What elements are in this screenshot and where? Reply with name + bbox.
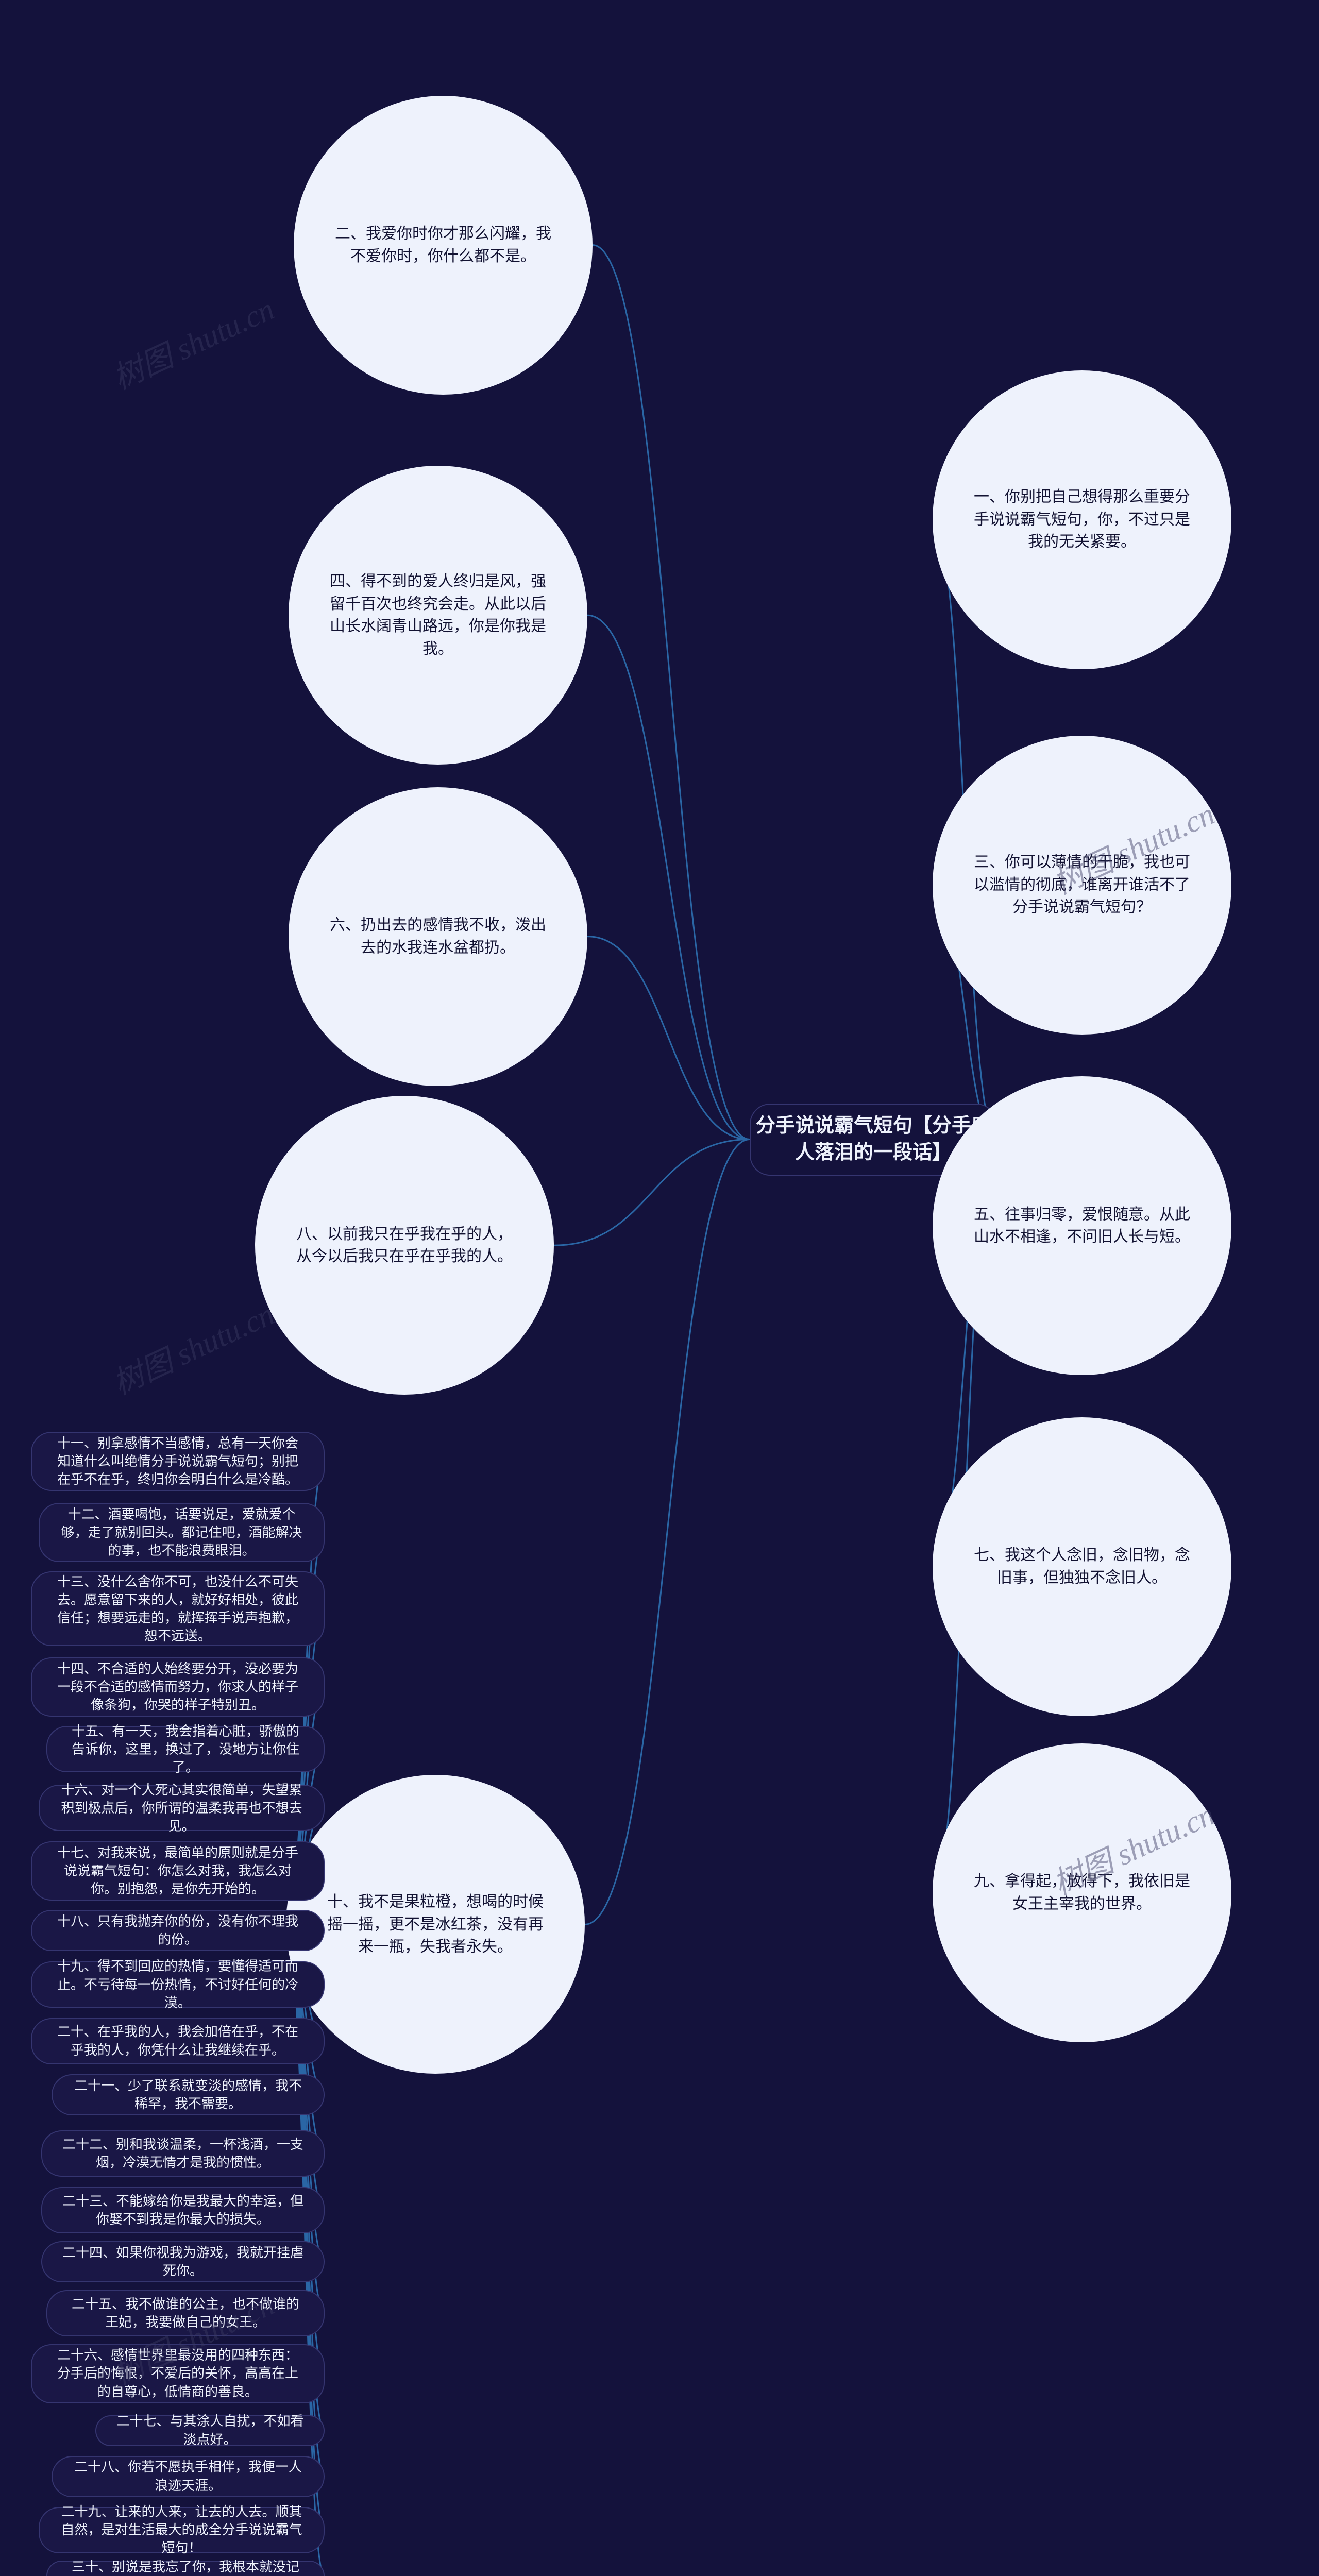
leaf-node[interactable]: 二十六、感情世界里最没用的四种东西：分手后的悔恨，不爱后的关怀，高高在上的自尊心…	[31, 2344, 325, 2403]
branch-label: 九、拿得起，放得下，我依旧是女王主宰我的世界。	[969, 1870, 1195, 1915]
leaf-label: 十一、别拿感情不当感情，总有一天你会知道什么叫绝情分手说说霸气短句；别把在乎不在…	[46, 1434, 309, 1488]
branch-label: 六、扔出去的感情我不收，泼出去的水我连水盆都扔。	[325, 914, 551, 959]
branch-node[interactable]: 十、我不是果粒橙，想喝的时候摇一摇，更不是冰红茶，没有再来一瓶，失我者永失。	[286, 1775, 585, 2074]
branch-label: 五、往事归零，爱恨随意。从此山水不相逢，不问旧人长与短。	[969, 1204, 1195, 1248]
branch-node[interactable]: 九、拿得起，放得下，我依旧是女王主宰我的世界。	[933, 1743, 1231, 2042]
leaf-node[interactable]: 二十二、别和我谈温柔，一杯浅酒，一支烟，冷漠无情才是我的惯性。	[41, 2130, 325, 2177]
leaf-label: 十八、只有我抛弃你的份，没有你不理我的份。	[46, 1912, 309, 1948]
branch-node[interactable]: 七、我这个人念旧，念旧物，念旧事，但独独不念旧人。	[933, 1417, 1231, 1716]
leaf-label: 二十二、别和我谈温柔，一杯浅酒，一支烟，冷漠无情才是我的惯性。	[57, 2136, 309, 2172]
leaf-node[interactable]: 十三、没什么舍你不可，也没什么不可失去。愿意留下来的人，就好好相处，彼此信任；想…	[31, 1571, 325, 1646]
leaf-node[interactable]: 十九、得不到回应的热情，要懂得适可而止。不亏待每一份热情，不讨好任何的冷漠。	[31, 1961, 325, 2008]
branch-label: 二、我爱你时你才那么闪耀，我不爱你时，你什么都不是。	[330, 223, 556, 267]
branch-label: 七、我这个人念旧，念旧物，念旧事，但独独不念旧人。	[969, 1544, 1195, 1589]
leaf-node[interactable]: 二十、在乎我的人，我会加倍在乎，不在乎我的人，你凭什么让我继续在乎。	[31, 2018, 325, 2064]
branch-label: 四、得不到的爱人终归是风，强留千百次也终究会走。从此以后山长水阔青山路远，你是你…	[325, 570, 551, 660]
leaf-label: 十三、没什么舍你不可，也没什么不可失去。愿意留下来的人，就好好相处，彼此信任；想…	[46, 1573, 309, 1645]
branch-node[interactable]: 二、我爱你时你才那么闪耀，我不爱你时，你什么都不是。	[294, 96, 593, 395]
branch-label: 三、你可以薄情的干脆，我也可以滥情的彻底，谁离开谁活不了分手说说霸气短句？	[969, 851, 1195, 919]
leaf-label: 二十八、你若不愿执手相伴，我便一人浪迹天涯。	[67, 2458, 309, 2494]
leaf-label: 二十六、感情世界里最没用的四种东西：分手后的悔恨，不爱后的关怀，高高在上的自尊心…	[46, 2346, 309, 2400]
leaf-node[interactable]: 十一、别拿感情不当感情，总有一天你会知道什么叫绝情分手说说霸气短句；别把在乎不在…	[31, 1432, 325, 1491]
mindmap-canvas: 分手说说霸气短句【分手感人落泪的一段话】二、我爱你时你才那么闪耀，我不爱你时，你…	[0, 0, 1319, 2576]
leaf-node[interactable]: 二十四、如果你视我为游戏，我就开挂虐死你。	[41, 2241, 325, 2282]
leaf-label: 二十五、我不做谁的公主，也不做谁的王妃，我要做自己的女王。	[62, 2295, 309, 2331]
leaf-node[interactable]: 十五、有一天，我会指着心脏，骄傲的告诉你，这里，换过了，没地方让你住了。	[46, 1726, 325, 1772]
leaf-node[interactable]: 十七、对我来说，最简单的原则就是分手说说霸气短句：你怎么对我，我怎么对你。别抱怨…	[31, 1841, 325, 1901]
branch-label: 一、你别把自己想得那么重要分手说说霸气短句，你，不过只是我的无关紧要。	[969, 486, 1195, 553]
leaf-node[interactable]: 十四、不合适的人始终要分开，没必要为一段不合适的感情而努力，你求人的样子像条狗，…	[31, 1657, 325, 1717]
leaf-label: 十五、有一天，我会指着心脏，骄傲的告诉你，这里，换过了，没地方让你住了。	[62, 1722, 309, 1776]
leaf-label: 二十、在乎我的人，我会加倍在乎，不在乎我的人，你凭什么让我继续在乎。	[46, 2023, 309, 2059]
leaf-node[interactable]: 二十五、我不做谁的公主，也不做谁的王妃，我要做自己的女王。	[46, 2290, 325, 2336]
leaf-label: 十四、不合适的人始终要分开，没必要为一段不合适的感情而努力，你求人的样子像条狗，…	[46, 1660, 309, 1714]
branch-node[interactable]: 五、往事归零，爱恨随意。从此山水不相逢，不问旧人长与短。	[933, 1076, 1231, 1375]
leaf-label: 十九、得不到回应的热情，要懂得适可而止。不亏待每一份热情，不讨好任何的冷漠。	[46, 1957, 309, 2011]
leaf-node[interactable]: 三十、别说是我忘了你，我根本就没记住过你。	[46, 2561, 325, 2576]
branch-node[interactable]: 三、你可以薄情的干脆，我也可以滥情的彻底，谁离开谁活不了分手说说霸气短句？	[933, 736, 1231, 1035]
leaf-label: 十二、酒要喝饱，话要说足，爱就爱个够，走了就别回头。都记住吧，酒能解决的事，也不…	[54, 1505, 309, 1560]
leaf-label: 二十四、如果你视我为游戏，我就开挂虐死你。	[57, 2244, 309, 2280]
leaf-node[interactable]: 二十一、少了联系就变淡的感情，我不稀罕，我不需要。	[52, 2074, 325, 2115]
leaf-label: 二十九、让来的人来，让去的人去。顺其自然，是对生活最大的成全分手说说霸气短句！	[54, 2503, 309, 2557]
leaf-label: 二十三、不能嫁给你是我最大的幸运，但你娶不到我是你最大的损失。	[57, 2192, 309, 2228]
edge	[585, 1140, 750, 1925]
edge	[587, 937, 750, 1140]
watermark: 树图 shutu.cn	[104, 284, 280, 398]
leaf-label: 二十七、与其涂人自扰，不如看淡点好。	[111, 2412, 309, 2448]
edge	[593, 245, 750, 1140]
leaf-node[interactable]: 二十三、不能嫁给你是我最大的幸运，但你娶不到我是你最大的损失。	[41, 2187, 325, 2233]
branch-node[interactable]: 六、扔出去的感情我不收，泼出去的水我连水盆都扔。	[289, 787, 587, 1086]
leaf-label: 十七、对我来说，最简单的原则就是分手说说霸气短句：你怎么对我，我怎么对你。别抱怨…	[46, 1844, 309, 1898]
edge	[554, 1140, 750, 1246]
leaf-node[interactable]: 十六、对一个人死心其实很简单，失望累积到极点后，你所谓的温柔我再也不想去见。	[39, 1785, 325, 1831]
leaf-label: 二十一、少了联系就变淡的感情，我不稀罕，我不需要。	[67, 2077, 309, 2113]
watermark: 树图 shutu.cn	[104, 1290, 280, 1403]
leaf-node[interactable]: 二十八、你若不愿执手相伴，我便一人浪迹天涯。	[52, 2456, 325, 2497]
branch-label: 十、我不是果粒橙，想喝的时候摇一摇，更不是冰红茶，没有再来一瓶，失我者永失。	[322, 1891, 549, 1958]
leaf-label: 三十、别说是我忘了你，我根本就没记住过你。	[62, 2558, 309, 2576]
leaf-node[interactable]: 十二、酒要喝饱，话要说足，爱就爱个够，走了就别回头。都记住吧，酒能解决的事，也不…	[39, 1503, 325, 1562]
branch-label: 八、以前我只在乎我在乎的人，从今以后我只在乎在乎我的人。	[291, 1223, 518, 1268]
leaf-label: 十六、对一个人死心其实很简单，失望累积到极点后，你所谓的温柔我再也不想去见。	[54, 1781, 309, 1835]
branch-node[interactable]: 一、你别把自己想得那么重要分手说说霸气短句，你，不过只是我的无关紧要。	[933, 370, 1231, 669]
leaf-node[interactable]: 十八、只有我抛弃你的份，没有你不理我的份。	[31, 1910, 325, 1951]
branch-node[interactable]: 四、得不到的爱人终归是风，强留千百次也终究会走。从此以后山长水阔青山路远，你是你…	[289, 466, 587, 765]
leaf-node[interactable]: 二十七、与其涂人自扰，不如看淡点好。	[95, 2415, 325, 2446]
leaf-node[interactable]: 二十九、让来的人来，让去的人去。顺其自然，是对生活最大的成全分手说说霸气短句！	[39, 2507, 325, 2553]
branch-node[interactable]: 八、以前我只在乎我在乎的人，从今以后我只在乎在乎我的人。	[255, 1096, 554, 1395]
edge	[587, 615, 750, 1139]
